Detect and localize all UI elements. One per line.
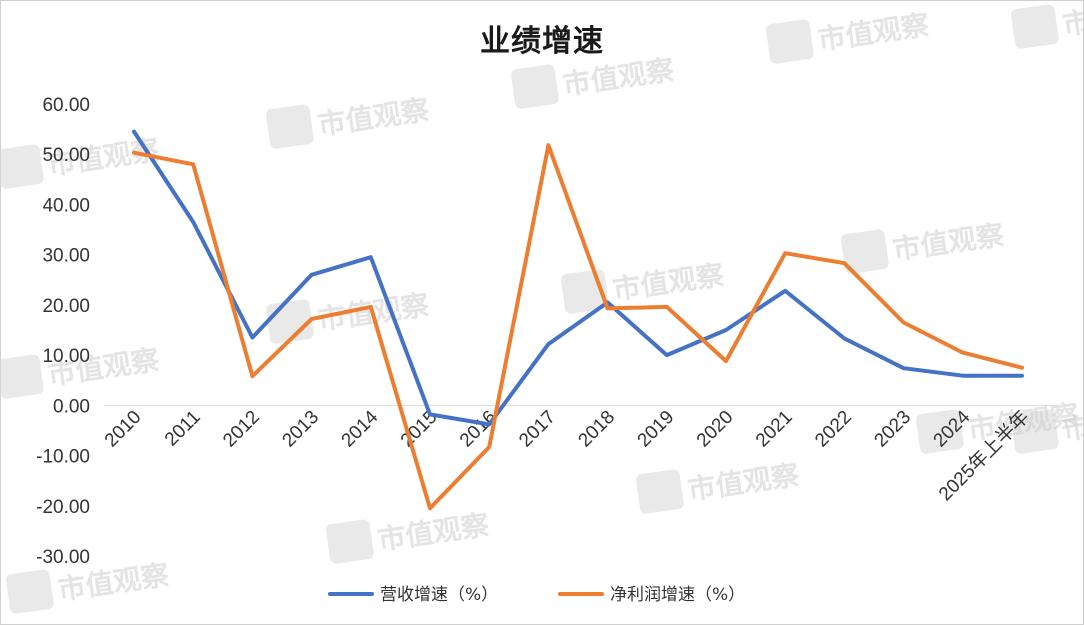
x-tick-label: 2012 — [219, 407, 264, 452]
data-point — [250, 336, 254, 340]
watermark-logo — [0, 354, 44, 399]
x-tick-label: 2021 — [752, 407, 797, 452]
watermark-text: 市值观察 — [1061, 0, 1084, 42]
series-lines — [132, 129, 1024, 511]
x-tick-label: 2014 — [338, 406, 383, 451]
x-tick-label: 2010 — [101, 407, 146, 452]
watermark: 市值观察 — [266, 93, 432, 149]
data-point — [310, 273, 314, 277]
x-tick-label: 2018 — [574, 407, 619, 452]
watermark-text: 市值观察 — [611, 258, 727, 306]
watermark-text: 市值观察 — [376, 508, 492, 556]
x-tick-label: 2023 — [870, 407, 915, 452]
data-point — [724, 359, 728, 363]
legend-item-1: 营收增速（%） — [328, 585, 498, 605]
data-point — [783, 289, 787, 293]
data-point — [369, 255, 373, 259]
y-tick-label: 20.00 — [42, 296, 90, 317]
watermark-text: 市值观察 — [891, 218, 1007, 266]
y-tick-label: 60.00 — [42, 95, 90, 116]
data-point — [606, 306, 610, 310]
data-point — [842, 261, 846, 265]
chart-title: 业绩增速 — [480, 24, 604, 59]
y-tick-label: -10.00 — [36, 447, 90, 468]
data-point — [132, 130, 136, 134]
data-point — [369, 305, 373, 309]
series-line-1 — [132, 129, 1024, 427]
watermark-logo — [841, 229, 889, 274]
watermark-logo — [1011, 4, 1059, 49]
watermark-text: 市值观察 — [686, 458, 802, 506]
data-point — [961, 374, 965, 378]
legend-label: 净利润增速（%） — [610, 585, 745, 605]
watermark-logo — [636, 469, 684, 514]
data-point — [428, 412, 432, 416]
watermark-logo — [6, 569, 54, 614]
x-axis-ticks: 2010 2011 2012 2013 2014 2015 2016 2017 2018 2019… — [101, 406, 1034, 505]
watermark: 市值观察 — [636, 458, 802, 514]
watermark-text: 市值观察 — [816, 8, 932, 56]
y-axis-ticks: 60.00 50.00 40.00 30.00 20.00 10.00 0.00 -10.00… — [36, 95, 90, 568]
data-point — [1020, 374, 1024, 378]
data-point — [665, 305, 669, 309]
data-point — [191, 162, 195, 166]
data-point — [783, 251, 787, 255]
watermark: 市值观察 — [561, 258, 727, 314]
watermark-text: 市值观察 — [316, 93, 432, 141]
data-point — [310, 317, 314, 321]
x-tick-label: 2011 — [161, 407, 205, 451]
data-point — [191, 220, 195, 224]
watermark: 市值观察 — [1011, 0, 1084, 49]
data-point — [724, 328, 728, 332]
data-point — [842, 337, 846, 341]
y-tick-label: -20.00 — [36, 497, 90, 518]
data-point — [961, 351, 965, 355]
data-point — [902, 320, 906, 324]
data-point — [546, 342, 550, 346]
data-point — [902, 366, 906, 370]
watermark: 市值观察 — [511, 53, 677, 109]
watermark-logo — [1011, 409, 1059, 454]
data-point — [487, 445, 491, 449]
x-tick-label: 2020 — [693, 407, 738, 452]
x-tick-label: 2019 — [634, 407, 679, 452]
y-tick-label: 50.00 — [42, 145, 90, 166]
data-point — [665, 353, 669, 357]
x-tick-label: 2017 — [515, 407, 560, 452]
watermark-logo — [511, 64, 559, 109]
watermark-logo — [326, 519, 374, 564]
data-point — [250, 374, 254, 378]
legend-label: 营收增速（%） — [380, 585, 498, 605]
y-tick-label: 10.00 — [42, 346, 90, 367]
watermark: 市值观察 — [841, 218, 1007, 274]
watermark: 市值观察 — [766, 8, 932, 64]
y-tick-label: 30.00 — [42, 246, 90, 267]
data-point — [428, 506, 432, 510]
legend: 营收增速（%） 净利润增速（%） — [328, 585, 745, 605]
series-line-2 — [132, 143, 1024, 511]
watermark-logo — [0, 144, 44, 189]
watermark: 市值观察 — [326, 508, 492, 564]
watermark-logo — [266, 104, 314, 149]
legend-item-2: 净利润增速（%） — [558, 585, 745, 605]
y-tick-label: -30.00 — [36, 547, 90, 568]
x-tick-label: 2013 — [278, 407, 323, 452]
data-point — [132, 151, 136, 155]
watermark-logo — [916, 409, 964, 454]
watermark-logo — [766, 19, 814, 64]
y-tick-label: 40.00 — [42, 195, 90, 216]
watermark-text: 市值观察 — [561, 53, 677, 101]
data-point — [487, 422, 491, 426]
data-point — [546, 143, 550, 147]
x-tick-label: 2022 — [811, 407, 856, 452]
data-point — [1020, 366, 1024, 370]
y-tick-label: 0.00 — [53, 396, 90, 417]
